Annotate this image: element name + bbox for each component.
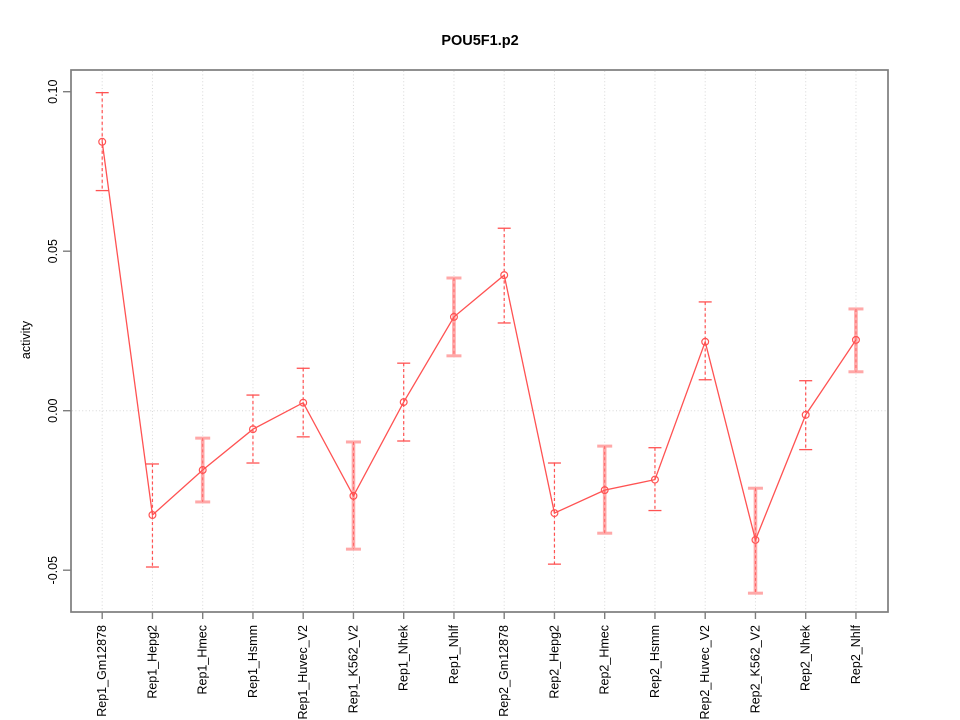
data-point bbox=[98, 137, 107, 146]
x-tick-label: Rep2_Nhek bbox=[799, 624, 813, 691]
x-tick-label: Rep2_Hmec bbox=[598, 625, 612, 694]
data-point bbox=[248, 425, 257, 434]
x-tick-label: Rep1_Hmec bbox=[196, 625, 210, 694]
data-point bbox=[550, 509, 559, 518]
data-point bbox=[851, 335, 860, 344]
x-tick-label: Rep2_Hsmm bbox=[648, 625, 662, 698]
x-tick-label: Rep1_Nhlf bbox=[447, 624, 461, 684]
x-tick-label: Rep2_Hepg2 bbox=[547, 625, 561, 699]
series-line bbox=[101, 141, 857, 542]
x-tick-label: Rep2_Gm12878 bbox=[497, 625, 511, 717]
data-point bbox=[198, 466, 207, 475]
data-point bbox=[701, 337, 710, 346]
data-point bbox=[399, 398, 408, 407]
data-point bbox=[650, 475, 659, 484]
data-point bbox=[600, 486, 609, 495]
x-tick-label: Rep2_K562_V2 bbox=[748, 625, 762, 713]
data-point bbox=[751, 535, 760, 544]
plot-border bbox=[70, 69, 889, 613]
x-tick-label: Rep1_Hsmm bbox=[246, 625, 260, 698]
data-point bbox=[500, 271, 509, 280]
data-point bbox=[449, 312, 458, 321]
data-point bbox=[299, 398, 308, 407]
y-tick-label: 0.00 bbox=[46, 398, 60, 422]
y-tick-label: 0.10 bbox=[46, 79, 60, 103]
data-point bbox=[349, 491, 358, 500]
x-tick-label: Rep1_Huvec_V2 bbox=[296, 625, 310, 720]
y-tick-label: -0.05 bbox=[46, 556, 60, 585]
x-tick-label: Rep1_Gm12878 bbox=[95, 625, 109, 717]
y-tick-label: 0.05 bbox=[46, 239, 60, 263]
y-axis-title: activity bbox=[19, 320, 33, 360]
data-point bbox=[801, 410, 810, 419]
x-tick-label: Rep2_Huvec_V2 bbox=[698, 625, 712, 720]
data-point bbox=[148, 511, 157, 520]
x-tick-label: Rep1_Hepg2 bbox=[145, 625, 159, 699]
x-tick-label: Rep1_K562_V2 bbox=[346, 625, 360, 713]
x-tick-label: Rep2_Nhlf bbox=[849, 624, 863, 684]
x-tick-label: Rep1_Nhek bbox=[397, 624, 411, 691]
chart-title: POU5F1.p2 bbox=[441, 33, 519, 49]
